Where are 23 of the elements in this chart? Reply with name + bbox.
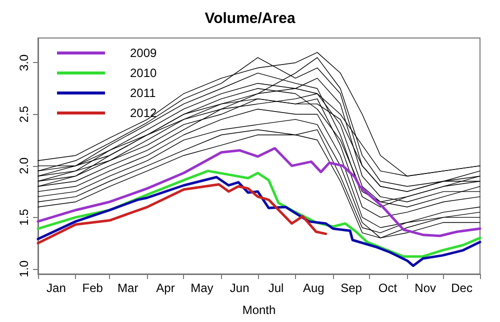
x-tick-label: Feb <box>82 281 104 295</box>
chart-title: Volume/Area <box>204 10 296 27</box>
y-tick-label: 1.5 <box>17 208 31 226</box>
y-tick-label: 2.5 <box>17 106 31 123</box>
x-tick-label: Jan <box>46 281 66 295</box>
x-tick-label: Jun <box>230 281 250 295</box>
x-tick-label: Sep <box>340 281 362 295</box>
x-tick-label: Oct <box>378 281 398 295</box>
y-tick-label: 3.0 <box>17 54 31 72</box>
legend-label: 2012 <box>130 106 158 120</box>
x-tick-label: Mar <box>118 281 138 295</box>
x-tick-label: Jul <box>268 281 284 295</box>
x-tick-label: Dec <box>451 281 472 295</box>
legend-label: 2009 <box>130 46 158 60</box>
x-tick-label: Nov <box>414 281 436 295</box>
legend-label: 2010 <box>130 66 158 80</box>
y-tick-label: 2.0 <box>17 157 31 174</box>
x-tick-label: Apr <box>156 281 175 295</box>
y-tick-label: 1.0 <box>17 260 31 278</box>
legend-label: 2011 <box>130 86 156 100</box>
x-axis-title: Month <box>242 303 276 317</box>
x-tick-label: Aug <box>302 281 324 295</box>
x-tick-label: May <box>190 281 214 295</box>
